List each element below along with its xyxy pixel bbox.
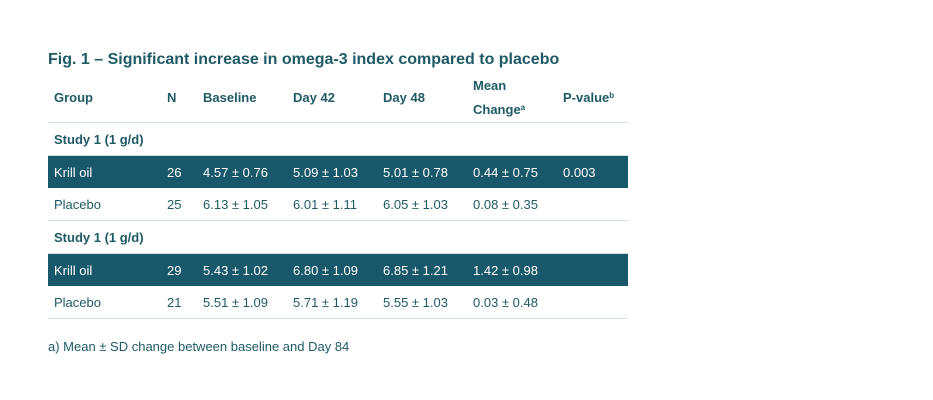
- cell-day48: 6.85 ± 1.21: [377, 253, 467, 286]
- cell-n: 29: [161, 253, 197, 286]
- cell-pvalue: [557, 253, 628, 286]
- cell-baseline: 5.51 ± 1.09: [197, 286, 287, 319]
- cell-n: 25: [161, 188, 197, 221]
- figure: Fig. 1 – Significant increase in omega-3…: [48, 48, 628, 319]
- cell-baseline: 4.57 ± 0.76: [197, 155, 287, 188]
- results-table: Group N Baseline Day 42 Day 48 Mean Chan…: [48, 74, 628, 319]
- cell-n: 26: [161, 155, 197, 188]
- cell-day42: 6.80 ± 1.09: [287, 253, 377, 286]
- section-label: Study 1 (1 g/d): [48, 122, 628, 156]
- header-day48: Day 48: [377, 74, 467, 123]
- cell-n: 21: [161, 286, 197, 319]
- cell-mean-change: 1.42 ± 0.98: [467, 253, 557, 286]
- cell-mean-change: 0.03 ± 0.48: [467, 286, 557, 319]
- section-row: Study 1 (1 g/d): [48, 220, 628, 254]
- cell-day42: 5.09 ± 1.03: [287, 155, 377, 188]
- table-row: Placebo 21 5.51 ± 1.09 5.71 ± 1.19 5.55 …: [48, 286, 628, 319]
- header-pvalue-sup: b: [609, 91, 615, 100]
- header-mean-change: Mean Changea: [467, 74, 557, 123]
- cell-pvalue: 0.003: [557, 155, 628, 188]
- cell-pvalue: [557, 188, 628, 221]
- header-pvalue-label: P-value: [563, 90, 610, 105]
- figure-title: Fig. 1 – Significant increase in omega-3…: [48, 51, 560, 68]
- header-baseline: Baseline: [197, 74, 287, 123]
- header-row: Group N Baseline Day 42 Day 48 Mean Chan…: [48, 74, 628, 123]
- cell-mean-change: 0.44 ± 0.75: [467, 155, 557, 188]
- cell-day42: 6.01 ± 1.11: [287, 188, 377, 221]
- cell-day48: 5.01 ± 0.78: [377, 155, 467, 188]
- cell-baseline: 5.43 ± 1.02: [197, 253, 287, 286]
- header-mean-sup: a: [520, 103, 526, 112]
- cell-day48: 5.55 ± 1.03: [377, 286, 467, 319]
- table-row: Krill oil 29 5.43 ± 1.02 6.80 ± 1.09 6.8…: [48, 253, 628, 286]
- section-label: Study 1 (1 g/d): [48, 220, 628, 254]
- cell-group: Placebo: [48, 286, 161, 319]
- cell-group: Placebo: [48, 188, 161, 221]
- header-group: Group: [48, 74, 161, 123]
- header-day42: Day 42: [287, 74, 377, 123]
- footnote: a) Mean ± SD change between baseline and…: [48, 339, 350, 354]
- section-row: Study 1 (1 g/d): [48, 122, 628, 156]
- cell-day48: 6.05 ± 1.03: [377, 188, 467, 221]
- cell-pvalue: [557, 286, 628, 319]
- cell-group: Krill oil: [48, 253, 161, 286]
- cell-group: Krill oil: [48, 155, 161, 188]
- cell-day42: 5.71 ± 1.19: [287, 286, 377, 319]
- cell-mean-change: 0.08 ± 0.35: [467, 188, 557, 221]
- table-row: Placebo 25 6.13 ± 1.05 6.01 ± 1.11 6.05 …: [48, 188, 628, 221]
- header-mean-line2: Change: [473, 102, 521, 117]
- cell-baseline: 6.13 ± 1.05: [197, 188, 287, 221]
- header-n: N: [161, 74, 197, 123]
- header-mean-line1: Mean: [473, 78, 507, 93]
- header-pvalue: P-valueb: [557, 74, 628, 123]
- table-row: Krill oil 26 4.57 ± 0.76 5.09 ± 1.03 5.0…: [48, 155, 628, 188]
